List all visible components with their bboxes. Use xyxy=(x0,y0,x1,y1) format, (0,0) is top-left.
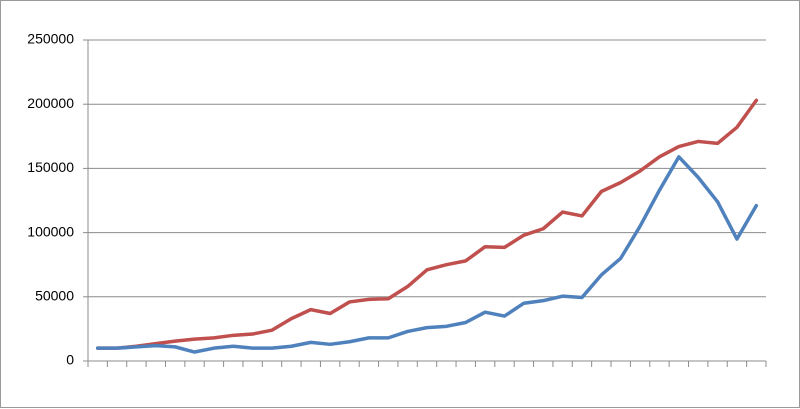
series-line xyxy=(95,98,759,350)
y-tick-label: 150000 xyxy=(27,159,74,175)
y-tick-label: 0 xyxy=(66,352,74,368)
series-line xyxy=(95,155,759,354)
y-tick-label: 200000 xyxy=(27,95,74,111)
y-tick-label: 250000 xyxy=(27,31,74,47)
y-tick-label: 50000 xyxy=(35,288,74,304)
y-tick-label: 100000 xyxy=(27,223,74,239)
